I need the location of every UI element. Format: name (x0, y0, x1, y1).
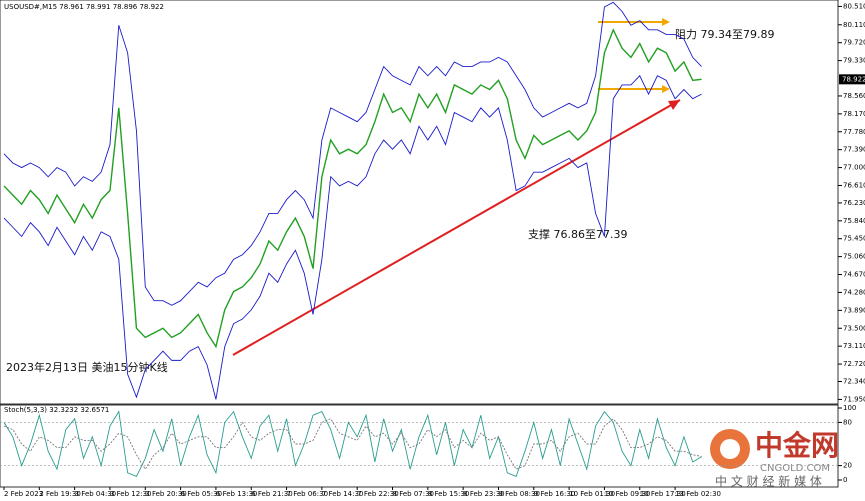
series-line (3, 1, 702, 306)
y-tick-label: 74.280 (843, 288, 865, 296)
main-title: USOUSD#,M15 78.961 78.991 78.896 78.922 (4, 3, 164, 11)
x-tick-label: 2 Feb 19:30 (39, 490, 80, 498)
y-tick-label: 72.340 (843, 378, 865, 386)
y-tick-label: 77.390 (843, 146, 865, 154)
y-tick-label: 71.950 (843, 395, 865, 403)
brand: 中金网 (755, 429, 839, 462)
y-tick-label: 77.000 (843, 164, 865, 172)
y-tick-label: 79.720 (843, 39, 865, 47)
watermark: 中金网 CNGOLD.COM 中 文 财 经 新 媒 体 (710, 429, 839, 489)
x-tick-label: 2 Feb 2023 (4, 490, 43, 498)
y-tick-label: 73.110 (843, 342, 865, 350)
y-tick-label: 80.110 (843, 21, 865, 29)
y-tick-label: 80 (843, 418, 852, 426)
domain: CNGOLD.COM (760, 463, 830, 474)
y-tick-label: 20 (843, 462, 852, 470)
main-frame (0, 0, 839, 405)
y-tick-label: 74.670 (843, 271, 865, 279)
y-tick-label: 75.450 (843, 235, 865, 243)
y-tick-label: 79.330 (843, 57, 865, 65)
logo-inner (720, 439, 740, 459)
trend-line (232, 99, 681, 356)
x-tick-label: 3 Feb 04:30 (75, 490, 116, 498)
x-tick-label: 13 Feb 02:30 (675, 490, 721, 498)
slogan: 中 文 财 经 新 媒 体 (715, 474, 822, 489)
x-tick-label: 7 Feb 22:30 (357, 490, 398, 498)
series-line (3, 410, 702, 477)
y-tick-label: 75.060 (843, 253, 865, 261)
support-label: 支撑 76.86至77.39 (528, 227, 627, 241)
x-tick-label: 8 Feb 07:30 (393, 490, 434, 498)
x-tick-label: 7 Feb 14:30 (322, 490, 363, 498)
resistance-label: 阻力 79.34至79.89 (675, 28, 774, 41)
x-tick-label: 3 Feb 20:30 (145, 490, 186, 498)
y-tick-label: 73.890 (843, 306, 865, 314)
arrow (662, 18, 670, 26)
stoch-frame (0, 404, 839, 488)
x-tick-label: 6 Feb 13:30 (216, 490, 257, 498)
y-tick-label: 72.720 (843, 360, 865, 368)
y-tick-label: 0 (843, 476, 847, 484)
y-tick-label: 73.500 (843, 324, 865, 332)
price-label: 78.922 (842, 75, 865, 83)
trend-arrow (668, 100, 680, 110)
x-tick-label: 3 Feb 12:30 (110, 490, 151, 498)
series-line (3, 74, 702, 400)
x-tick-label: 10 Feb 17:30 (640, 490, 686, 498)
y-tick-label: 100 (843, 404, 856, 412)
x-tick-label: 6 Feb 05:30 (181, 490, 222, 498)
stoch-title: Stoch(5,3,3) 32.3232 32.6571 (4, 406, 109, 414)
x-tick-label: 10 Feb 01:30 (569, 490, 615, 498)
x-tick-label: 9 Feb 08:30 (498, 490, 539, 498)
series-line (3, 28, 702, 349)
series-line (3, 418, 702, 471)
y-tick-label: 78.170 (843, 110, 865, 118)
x-tick-label: 8 Feb 23:30 (463, 490, 504, 498)
y-tick-label: 76.610 (843, 181, 865, 189)
y-tick-label: 80.510 (843, 2, 865, 10)
x-tick-label: 9 Feb 16:30 (534, 490, 575, 498)
x-tick-label: 7 Feb 06:30 (287, 490, 328, 498)
y-tick-label: 77.780 (843, 128, 865, 136)
arrow (662, 85, 670, 93)
y-tick-label: 75.840 (843, 217, 865, 225)
x-tick-label: 10 Feb 09:30 (604, 490, 650, 498)
y-tick-label: 78.560 (843, 92, 865, 100)
y-tick-label: 76.230 (843, 199, 865, 207)
x-tick-label: 6 Feb 21:30 (251, 490, 292, 498)
chart-caption: 2023年2月13日 美油15分钟K线 (6, 360, 168, 374)
x-tick-label: 8 Feb 15:30 (428, 490, 469, 498)
price-box (839, 74, 865, 85)
